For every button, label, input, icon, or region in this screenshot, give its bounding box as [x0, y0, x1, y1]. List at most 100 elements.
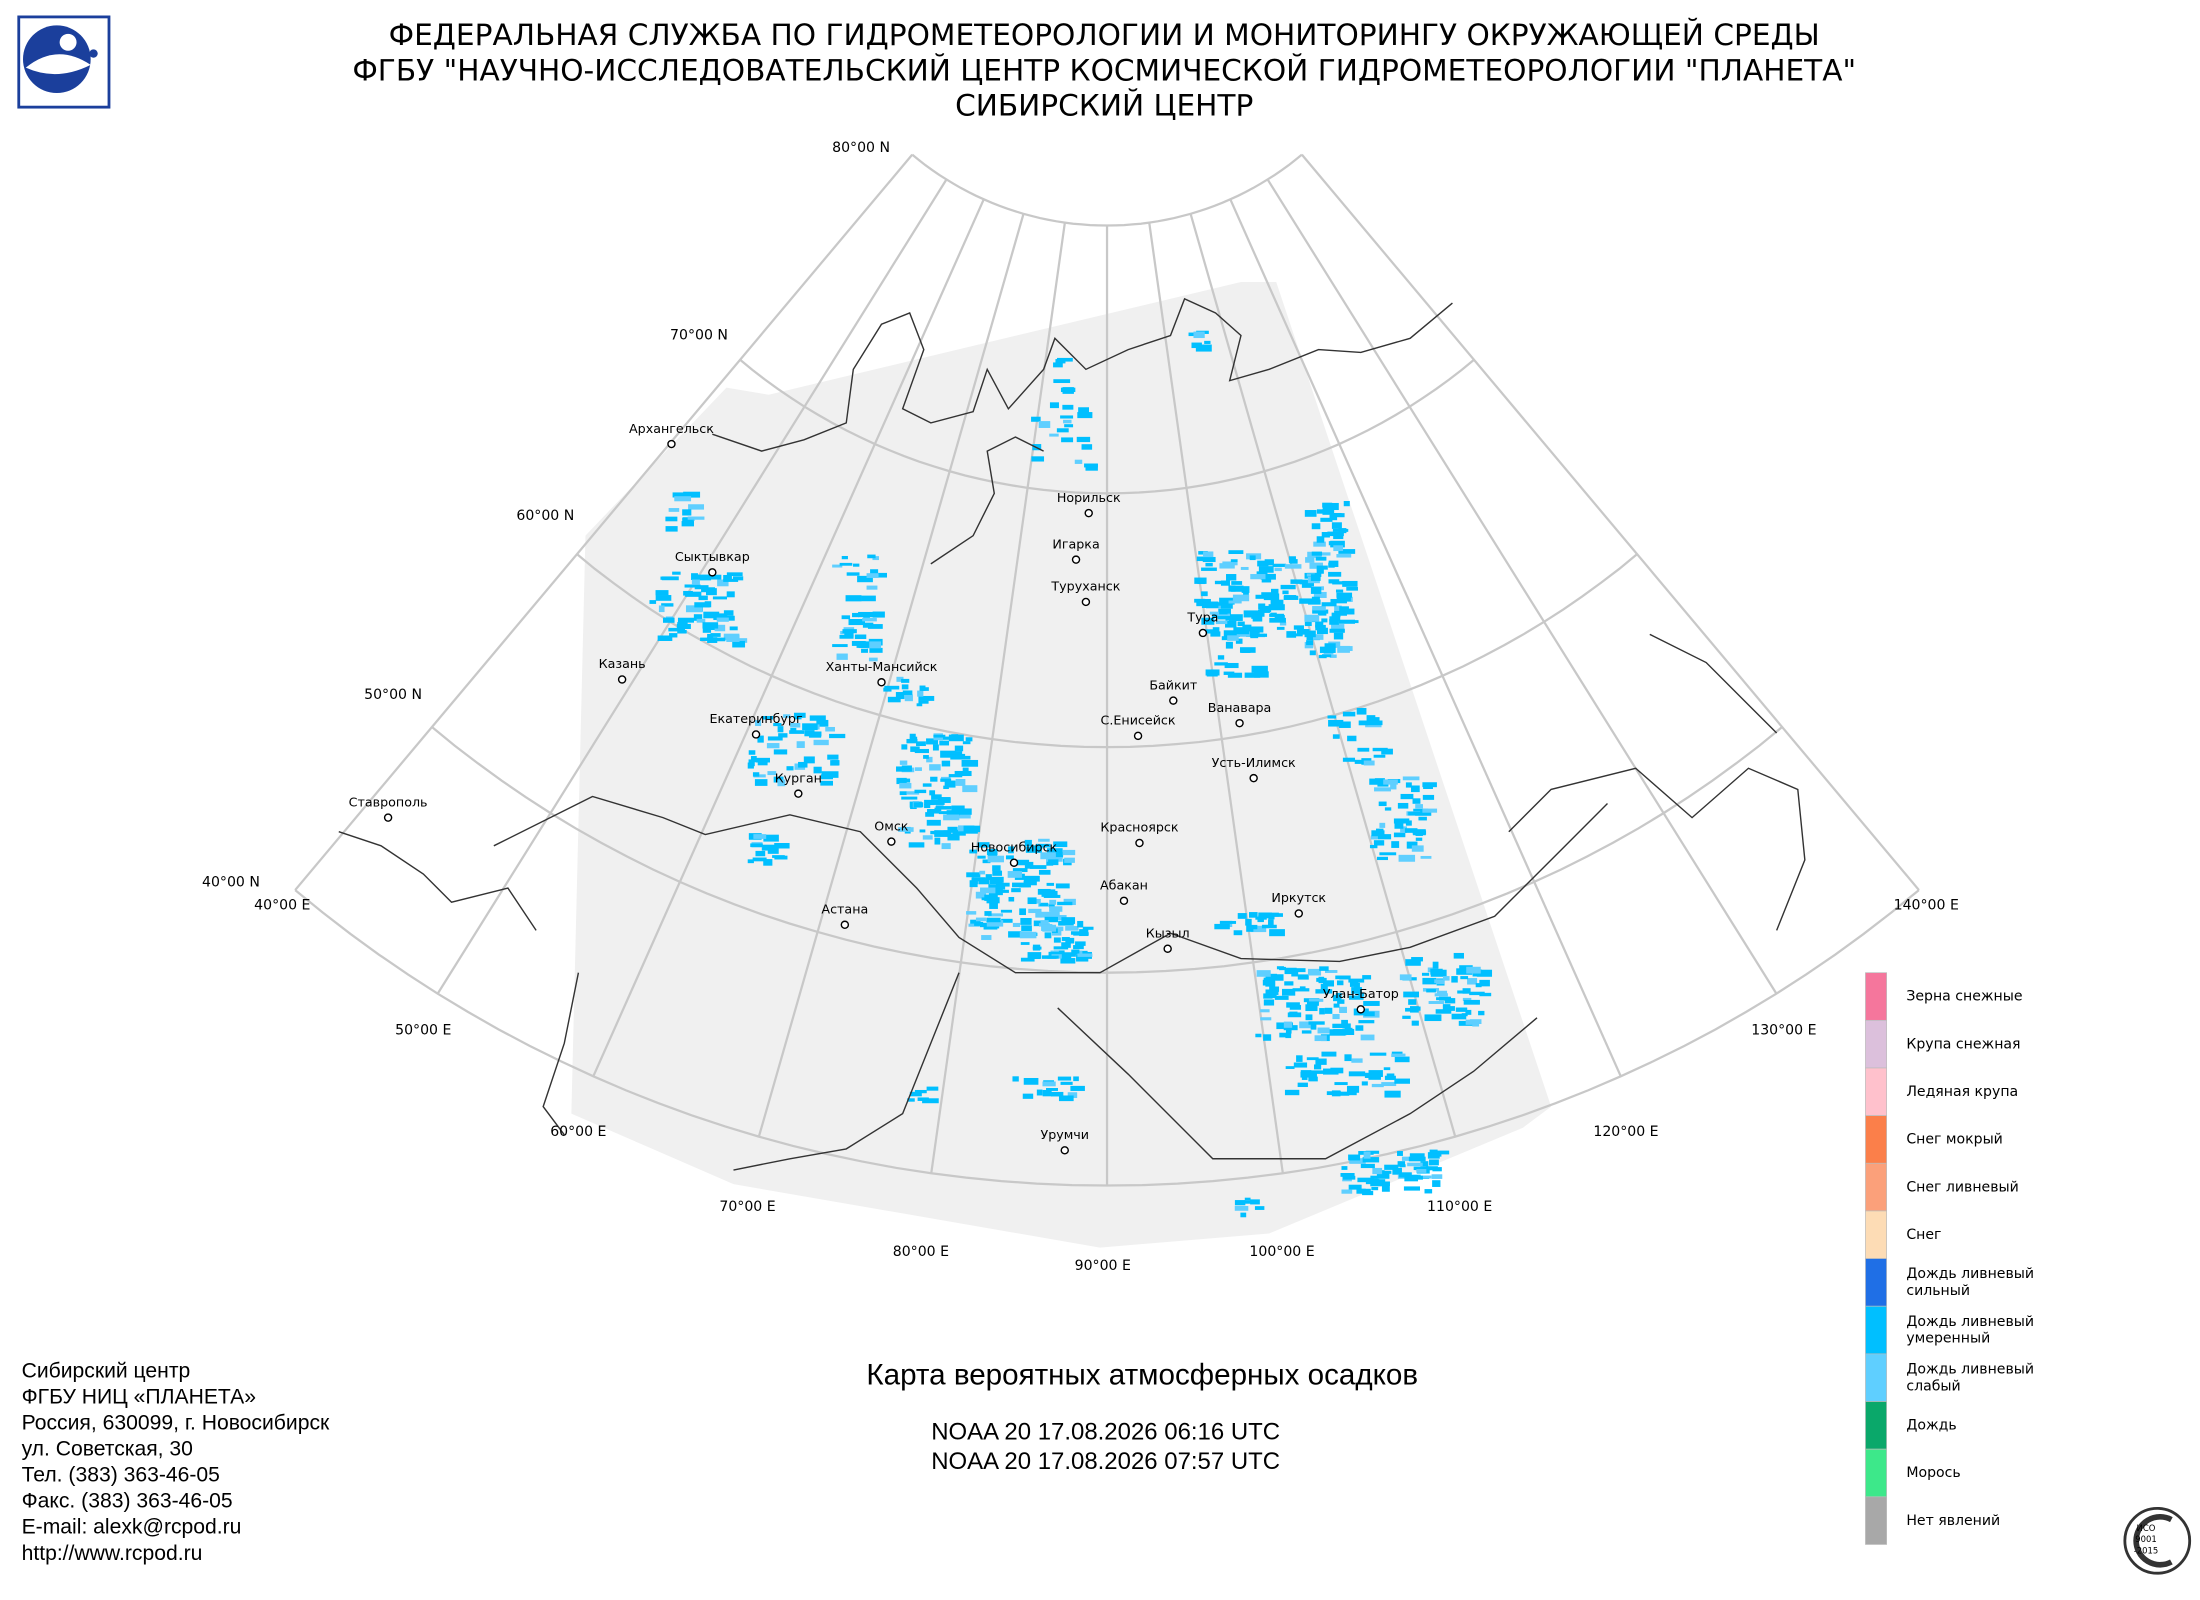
rain-patch — [1403, 991, 1420, 998]
rain-patch — [982, 859, 991, 864]
rain-patch — [672, 492, 685, 498]
rain-patch — [1369, 778, 1381, 785]
rain-patch — [1239, 647, 1256, 653]
graticule — [294, 153, 1920, 1187]
rain-patch — [1074, 459, 1083, 464]
rain-patch — [1422, 782, 1437, 788]
rain-patch — [929, 790, 936, 796]
rain-patch — [1215, 620, 1228, 625]
rain-patch — [1465, 1019, 1475, 1025]
meridian — [930, 222, 1066, 1174]
rain-patch — [1337, 645, 1350, 653]
rain-patch — [1405, 782, 1412, 788]
rain-patch — [1342, 711, 1356, 717]
rain-patch — [802, 723, 818, 731]
rain-patch — [1201, 601, 1219, 608]
rain-patch — [972, 877, 986, 882]
rain-patch — [929, 764, 941, 771]
rain-patch — [1279, 1032, 1290, 1038]
rain-patch — [962, 785, 978, 793]
rain-patch — [1426, 989, 1436, 993]
city-label: Сыктывкар — [675, 549, 750, 564]
rain-patch — [1348, 1184, 1362, 1190]
legend-swatch — [1865, 972, 1887, 1021]
rain-patch — [1251, 665, 1268, 673]
rain-patch — [1285, 1027, 1292, 1034]
city-marker — [1009, 858, 1019, 867]
rain-patch — [1384, 1164, 1399, 1170]
rain-patch — [1020, 942, 1030, 945]
rain-patch — [1340, 1173, 1355, 1177]
rain-patch — [856, 641, 870, 648]
rain-patch — [1313, 591, 1327, 598]
rain-patch — [944, 780, 956, 788]
rain-patch — [1061, 942, 1071, 948]
rain-patch — [1019, 931, 1037, 939]
meridian — [1229, 198, 1622, 1077]
city-marker — [667, 439, 676, 449]
rain-patch — [1029, 865, 1047, 869]
rain-patch — [1412, 1006, 1421, 1011]
legend-swatch — [1865, 1496, 1887, 1545]
rain-patch — [755, 720, 762, 726]
rain-patch — [1328, 719, 1344, 727]
rain-patch — [988, 913, 1004, 917]
rain-patch — [1219, 597, 1235, 605]
rain-patch — [1336, 595, 1351, 602]
rain-patch — [1334, 605, 1342, 612]
rain-patch — [1401, 1156, 1411, 1161]
rain-patch — [732, 576, 744, 581]
rain-patch — [1368, 1070, 1383, 1078]
rain-patch — [1203, 629, 1217, 634]
rain-patch — [989, 902, 998, 909]
rain-patch — [1363, 760, 1375, 766]
footer-line: ФГБУ НИЦ «ПЛАНЕТА» — [22, 1385, 256, 1408]
lon-label: 70°00 E — [719, 1199, 775, 1215]
rain-patch — [1422, 808, 1438, 813]
rain-patch — [1362, 1190, 1374, 1196]
rain-patch — [1310, 1022, 1317, 1030]
rain-patch — [1413, 808, 1429, 814]
rain-patch — [1362, 975, 1372, 980]
rain-patch — [1377, 856, 1388, 861]
rain-patch — [1020, 917, 1032, 925]
rain-patch — [1053, 379, 1071, 384]
rain-patch — [1364, 1011, 1375, 1017]
rain-patch — [1322, 654, 1332, 658]
city-label: Тура — [1186, 610, 1218, 625]
rain-patch — [829, 733, 846, 739]
rain-patch — [1053, 362, 1063, 368]
rain-patch — [1365, 724, 1382, 728]
rain-patch — [1280, 584, 1296, 590]
rain-patch — [1329, 619, 1339, 625]
rain-patch — [827, 754, 839, 760]
rain-patch — [918, 700, 929, 704]
rain-patch — [1408, 1156, 1426, 1162]
rain-patch — [698, 595, 708, 601]
rain-patch — [716, 617, 729, 622]
rain-patch — [702, 622, 719, 629]
rain-patch — [932, 744, 939, 751]
footer-line: http://www.rcpod.ru — [22, 1542, 203, 1565]
rain-patch — [1333, 1029, 1347, 1036]
rain-patch — [1225, 641, 1233, 649]
rain-patch — [896, 777, 907, 785]
rain-patch — [1348, 978, 1365, 983]
rain-patch — [1201, 591, 1208, 597]
rain-patch — [926, 1086, 939, 1091]
rain-patch — [1210, 602, 1224, 606]
rain-patch — [1245, 918, 1252, 926]
rain-patch — [1370, 835, 1378, 840]
meridian — [1301, 153, 1920, 891]
rain-patch — [763, 834, 779, 842]
rain-patch — [1357, 1177, 1375, 1183]
rain-patch — [869, 647, 883, 653]
legend-label: Дождь — [1906, 1418, 1956, 1434]
rain-patch — [866, 585, 878, 590]
rain-patch — [1050, 1091, 1064, 1097]
rain-patch — [1276, 626, 1285, 630]
rain-patch — [1408, 811, 1422, 816]
rain-patch — [649, 600, 657, 604]
rain-patch — [1316, 627, 1328, 635]
rain-patch — [839, 634, 854, 639]
